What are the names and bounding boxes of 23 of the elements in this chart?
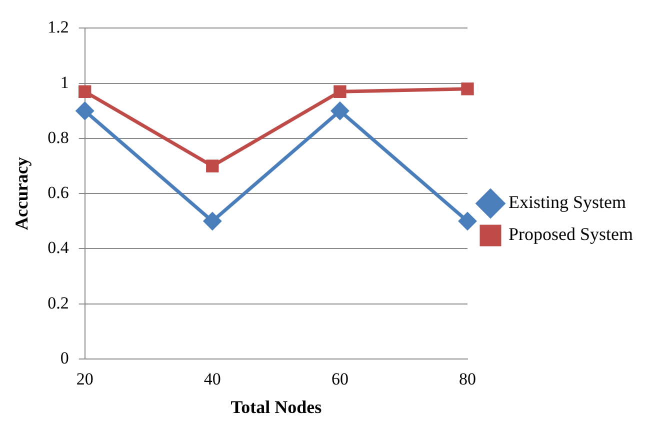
legend-label: Proposed System — [508, 224, 634, 244]
y-axis-title: Accuracy — [11, 157, 32, 230]
point — [76, 102, 94, 120]
y-tick-label: 0 — [60, 348, 69, 368]
x-tick-label: 20 — [76, 370, 94, 389]
point — [458, 212, 476, 230]
point — [204, 212, 222, 230]
point — [78, 85, 92, 98]
y-tick-label: 0.4 — [48, 238, 70, 258]
y-tick-label: 0.2 — [48, 293, 69, 312]
point — [461, 82, 474, 96]
legend-label: Existing System — [508, 192, 626, 212]
point — [331, 102, 349, 120]
y-tick-label: 1.2 — [48, 18, 69, 37]
y-tick-label: 0.8 — [48, 128, 69, 147]
y-tick-label: 1 — [60, 72, 69, 92]
x-tick-label: 80 — [458, 370, 476, 389]
point — [334, 85, 346, 98]
x-tick-label: 40 — [204, 370, 221, 389]
x-axis-title: Total Nodes — [230, 396, 322, 417]
y-tick-label: 0.6 — [48, 183, 69, 202]
x-tick-label: 60 — [331, 370, 348, 389]
point — [206, 160, 219, 172]
